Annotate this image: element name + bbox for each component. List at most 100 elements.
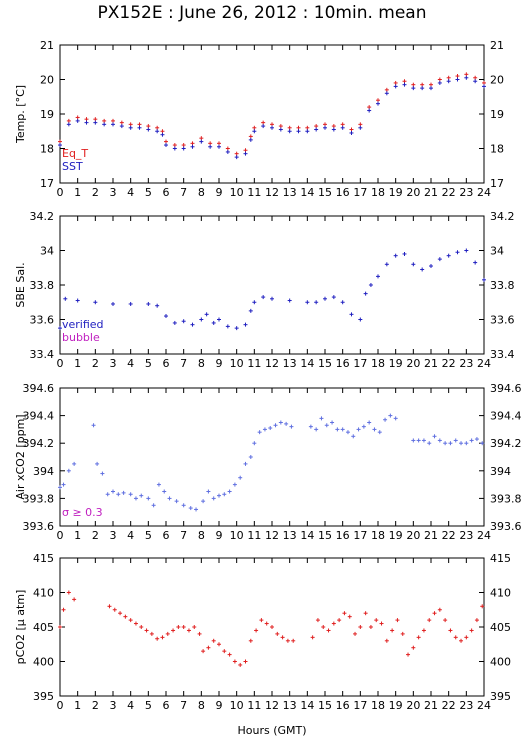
data-point [278, 420, 283, 425]
data-point [243, 148, 248, 153]
data-point [232, 482, 237, 487]
y-tick-label-right: 20 [490, 74, 504, 87]
data-point [199, 139, 204, 144]
data-point [66, 590, 71, 595]
x-tick-label: 0 [57, 357, 64, 370]
x-tick-label: 4 [127, 699, 134, 712]
data-point [331, 621, 336, 626]
data-point [146, 124, 151, 129]
data-point [437, 80, 442, 85]
legend-entry: Eq_T [62, 147, 88, 160]
data-point [453, 635, 458, 640]
data-point [84, 120, 89, 125]
data-point [171, 628, 176, 633]
data-point [420, 267, 425, 272]
y-tick-label-left: 393.6 [23, 520, 55, 533]
data-point [58, 139, 62, 144]
data-point [464, 75, 469, 80]
data-point [351, 434, 356, 439]
data-point [340, 125, 345, 130]
data-point [190, 322, 195, 327]
data-point [411, 82, 416, 87]
data-point [181, 319, 186, 324]
data-point [374, 618, 379, 623]
x-tick-label: 15 [318, 699, 332, 712]
data-point [384, 87, 389, 92]
data-point [93, 120, 98, 125]
data-point [340, 427, 345, 432]
data-point [446, 75, 451, 80]
y-tick-label-right: 393.6 [490, 520, 522, 533]
data-point [248, 638, 253, 643]
data-point [432, 434, 437, 439]
data-point [190, 141, 195, 146]
data-point [349, 127, 354, 132]
data-point [464, 441, 469, 446]
data-point [482, 80, 486, 85]
data-point [155, 129, 160, 134]
data-point [437, 257, 442, 262]
data-point [211, 496, 216, 501]
x-tick-label: 6 [163, 357, 170, 370]
panel-1: 0 1 2 3 4 5 6 7 8 9 10 11 12 13 14 15 16 17 18 19 20 21 22 23 24… [14, 39, 504, 199]
data-point [305, 129, 310, 134]
y-tick-label-right: 405 [490, 621, 511, 634]
data-point [252, 129, 257, 134]
x-tick-label: 11 [247, 529, 261, 542]
data-point [321, 625, 326, 629]
y-tick-label-right: 393.8 [490, 492, 522, 505]
data-point [291, 638, 296, 643]
y-tick-label-right: 33.8 [490, 279, 515, 292]
data-point [93, 117, 98, 122]
data-point [372, 427, 377, 432]
data-point [217, 317, 221, 322]
data-point [119, 124, 124, 129]
data-point [172, 143, 177, 148]
data-point [331, 124, 336, 129]
x-tick-label: 1 [74, 699, 81, 712]
data-point [217, 144, 221, 149]
panel-4: 0 1 2 3 4 5 6 7 8 9 10 11 12 13 14 15 16 17 18 19 20 21 22 23 24… [14, 552, 511, 712]
x-tick-label: 17 [353, 186, 367, 199]
data-point [469, 628, 474, 633]
data-point [349, 130, 354, 135]
y-tick-label-right: 34.2 [490, 210, 515, 223]
x-tick-label: 11 [247, 186, 261, 199]
data-point [156, 482, 161, 487]
data-point [121, 490, 126, 495]
x-tick-label: 3 [110, 357, 117, 370]
data-point [155, 636, 160, 641]
data-point [248, 134, 253, 139]
data-point [393, 416, 398, 421]
x-tick-label: 21 [424, 186, 438, 199]
y-tick-label-left: 394.6 [23, 382, 55, 395]
x-tick-label: 5 [145, 186, 152, 199]
plot-frame [59, 387, 485, 527]
data-point [384, 91, 389, 96]
data-point [358, 122, 363, 127]
y-tick-label-right: 394 [490, 465, 511, 478]
data-point [234, 326, 239, 331]
y-tick-label-right: 17 [490, 177, 504, 190]
x-tick-label: 20 [406, 357, 420, 370]
data-point [305, 300, 310, 305]
x-tick-label: 14 [300, 699, 314, 712]
legend-entry: SST [62, 160, 83, 173]
y-tick-label-right: 34 [490, 245, 504, 258]
data-point [164, 143, 168, 148]
data-point [308, 424, 313, 429]
x-tick-label: 12 [265, 529, 279, 542]
data-point [314, 427, 319, 432]
data-point [72, 461, 77, 466]
x-tick-label: 23 [459, 529, 473, 542]
y-tick-label-left: 410 [33, 587, 54, 600]
y-tick-label-right: 410 [490, 587, 511, 600]
y-tick-label-right: 394.2 [490, 437, 522, 450]
data-point [217, 141, 221, 146]
data-point [427, 441, 432, 446]
data-point [278, 127, 283, 132]
data-point [310, 635, 315, 640]
data-point [305, 125, 310, 130]
x-tick-label: 18 [371, 357, 385, 370]
data-point [137, 122, 142, 127]
